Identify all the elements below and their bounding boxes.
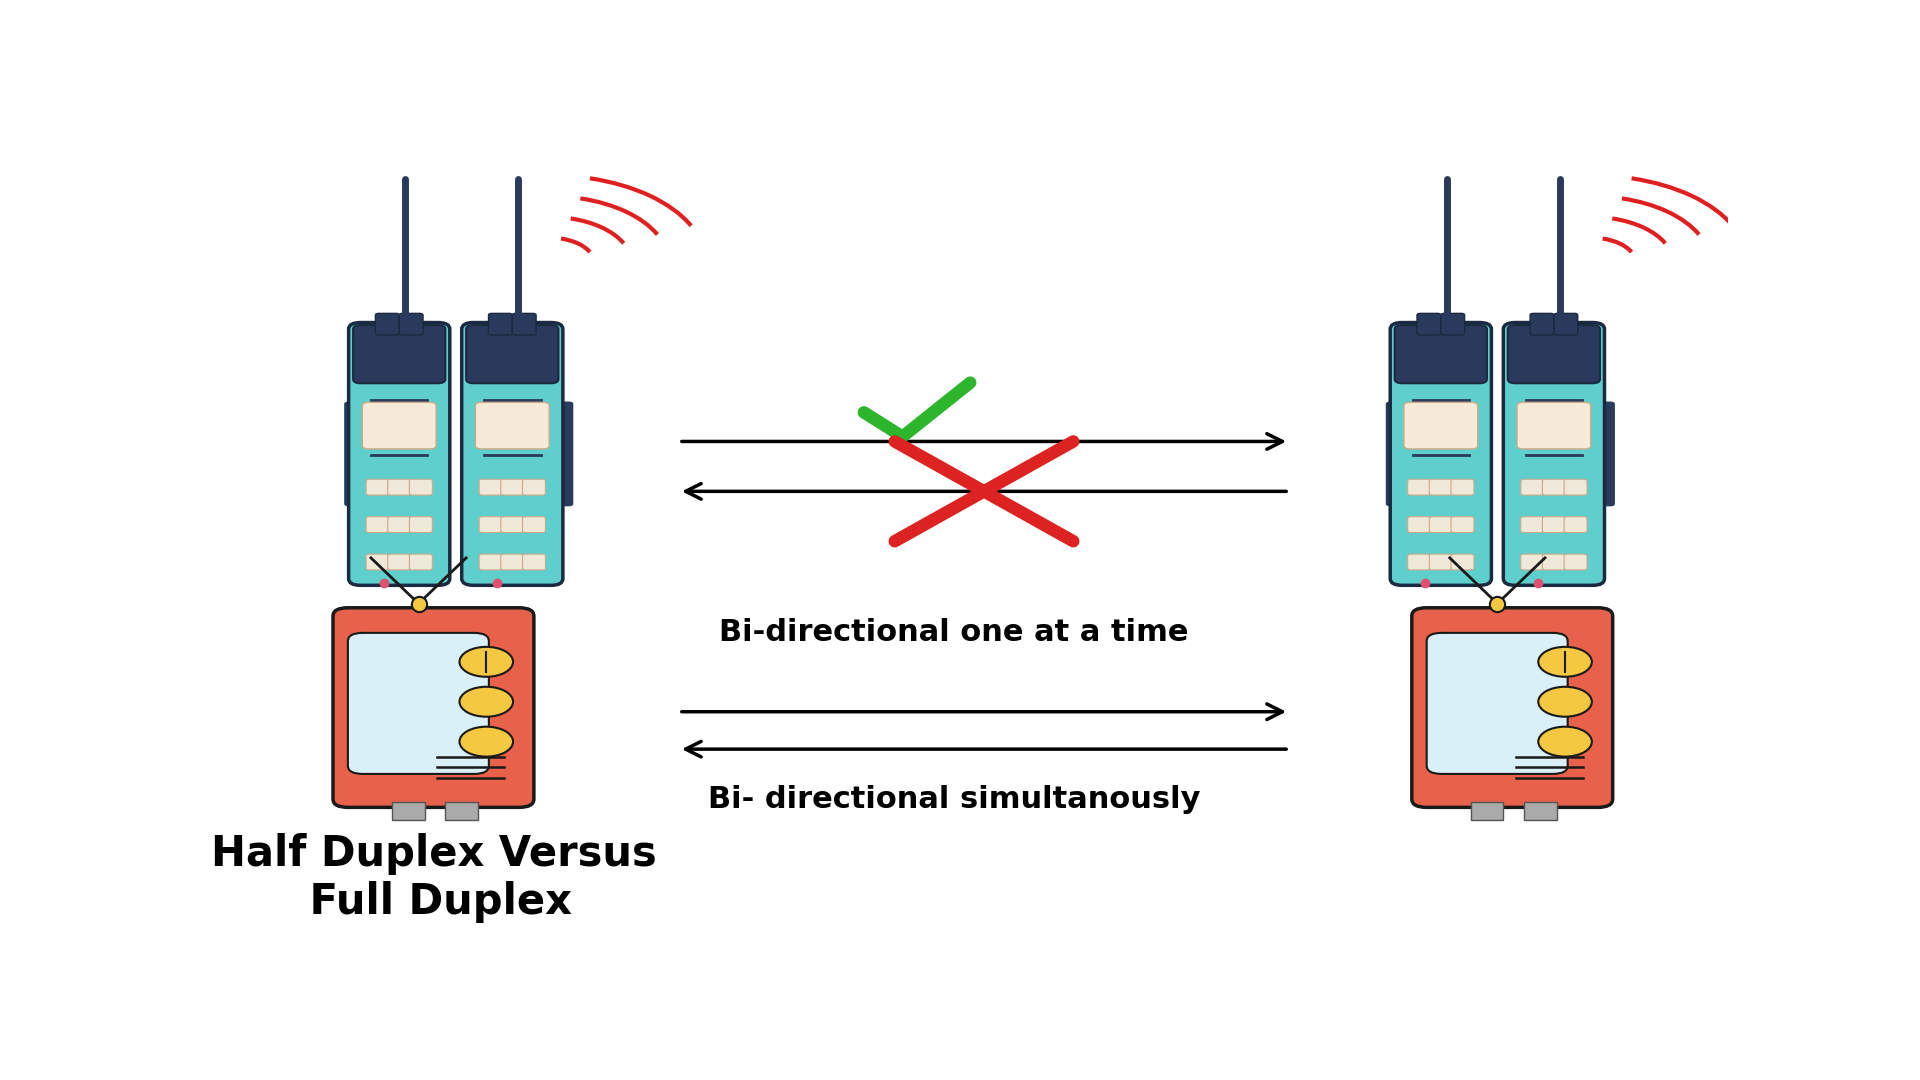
FancyBboxPatch shape xyxy=(488,313,513,335)
FancyBboxPatch shape xyxy=(349,323,449,585)
FancyBboxPatch shape xyxy=(1428,480,1452,495)
FancyBboxPatch shape xyxy=(1517,403,1592,449)
Circle shape xyxy=(1538,727,1592,757)
FancyBboxPatch shape xyxy=(476,403,549,449)
Bar xyxy=(1524,801,1557,820)
FancyBboxPatch shape xyxy=(367,480,390,495)
FancyBboxPatch shape xyxy=(1542,516,1565,532)
FancyBboxPatch shape xyxy=(467,325,559,383)
FancyBboxPatch shape xyxy=(1452,480,1475,495)
FancyBboxPatch shape xyxy=(1428,516,1452,532)
FancyBboxPatch shape xyxy=(547,402,574,507)
FancyBboxPatch shape xyxy=(480,480,503,495)
FancyBboxPatch shape xyxy=(399,313,422,335)
FancyBboxPatch shape xyxy=(1521,554,1544,570)
FancyBboxPatch shape xyxy=(1390,323,1492,585)
FancyBboxPatch shape xyxy=(1542,554,1565,570)
Text: Half Duplex Versus
 Full Duplex: Half Duplex Versus Full Duplex xyxy=(211,833,657,923)
FancyBboxPatch shape xyxy=(480,516,503,532)
FancyBboxPatch shape xyxy=(1407,480,1430,495)
Bar xyxy=(445,801,478,820)
Circle shape xyxy=(1538,647,1592,677)
FancyBboxPatch shape xyxy=(1452,554,1475,570)
Text: Bi- directional simultanously: Bi- directional simultanously xyxy=(708,784,1200,813)
FancyBboxPatch shape xyxy=(501,480,524,495)
FancyBboxPatch shape xyxy=(348,633,490,774)
FancyBboxPatch shape xyxy=(1565,554,1588,570)
FancyBboxPatch shape xyxy=(332,608,534,808)
FancyBboxPatch shape xyxy=(388,554,411,570)
FancyBboxPatch shape xyxy=(501,516,524,532)
FancyBboxPatch shape xyxy=(1565,480,1588,495)
Circle shape xyxy=(459,727,513,757)
FancyBboxPatch shape xyxy=(388,516,411,532)
FancyBboxPatch shape xyxy=(344,402,371,507)
FancyBboxPatch shape xyxy=(1452,516,1475,532)
FancyBboxPatch shape xyxy=(1565,516,1588,532)
FancyBboxPatch shape xyxy=(513,313,536,335)
FancyBboxPatch shape xyxy=(1428,554,1452,570)
FancyBboxPatch shape xyxy=(1521,480,1544,495)
FancyBboxPatch shape xyxy=(1521,516,1544,532)
FancyBboxPatch shape xyxy=(1407,516,1430,532)
FancyBboxPatch shape xyxy=(501,554,524,570)
FancyBboxPatch shape xyxy=(1440,313,1465,335)
FancyBboxPatch shape xyxy=(461,323,563,585)
FancyBboxPatch shape xyxy=(1507,325,1599,383)
FancyBboxPatch shape xyxy=(1427,633,1567,774)
FancyBboxPatch shape xyxy=(1588,402,1615,507)
FancyBboxPatch shape xyxy=(1407,554,1430,570)
FancyBboxPatch shape xyxy=(367,554,390,570)
FancyBboxPatch shape xyxy=(409,516,432,532)
Circle shape xyxy=(459,647,513,677)
FancyBboxPatch shape xyxy=(353,325,445,383)
FancyBboxPatch shape xyxy=(1404,403,1478,449)
Bar xyxy=(1471,801,1503,820)
FancyBboxPatch shape xyxy=(1394,325,1486,383)
FancyBboxPatch shape xyxy=(409,480,432,495)
FancyBboxPatch shape xyxy=(522,516,545,532)
FancyBboxPatch shape xyxy=(388,480,411,495)
FancyBboxPatch shape xyxy=(409,554,432,570)
FancyBboxPatch shape xyxy=(522,554,545,570)
FancyBboxPatch shape xyxy=(1553,313,1578,335)
FancyBboxPatch shape xyxy=(363,403,436,449)
FancyBboxPatch shape xyxy=(1542,480,1565,495)
FancyBboxPatch shape xyxy=(1386,402,1413,507)
FancyBboxPatch shape xyxy=(1417,313,1440,335)
FancyBboxPatch shape xyxy=(522,480,545,495)
FancyBboxPatch shape xyxy=(480,554,503,570)
FancyBboxPatch shape xyxy=(1503,323,1605,585)
Text: Bi-directional one at a time: Bi-directional one at a time xyxy=(720,618,1188,647)
FancyBboxPatch shape xyxy=(1530,313,1553,335)
Bar xyxy=(392,801,424,820)
FancyBboxPatch shape xyxy=(376,313,399,335)
FancyBboxPatch shape xyxy=(1411,608,1613,808)
Circle shape xyxy=(1538,687,1592,717)
Circle shape xyxy=(459,687,513,717)
FancyBboxPatch shape xyxy=(367,516,390,532)
